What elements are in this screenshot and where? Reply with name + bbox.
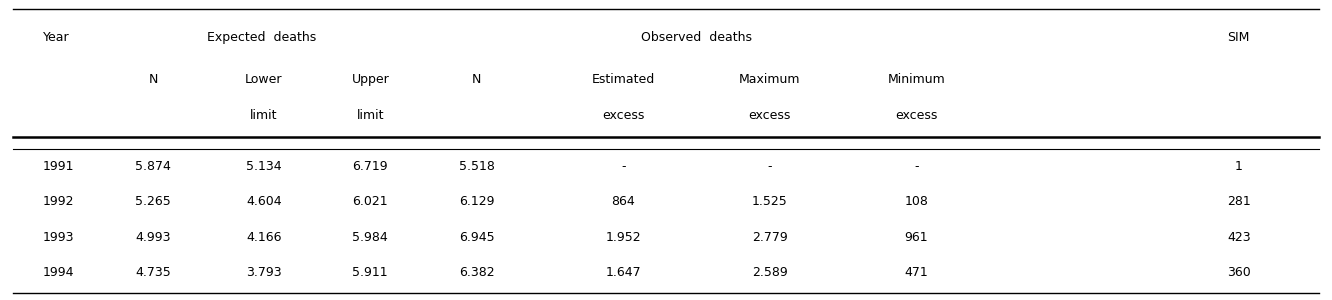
Text: -: - — [767, 160, 773, 173]
Text: 1.952: 1.952 — [606, 231, 641, 244]
Text: Minimum: Minimum — [887, 73, 946, 86]
Text: 3.793: 3.793 — [246, 266, 281, 279]
Text: 1.647: 1.647 — [606, 266, 641, 279]
Text: 1992: 1992 — [43, 195, 75, 208]
Text: 281: 281 — [1227, 195, 1251, 208]
Text: 2.779: 2.779 — [753, 231, 787, 244]
Text: -: - — [621, 160, 626, 173]
Text: 108: 108 — [904, 195, 928, 208]
Text: 5.518: 5.518 — [460, 160, 494, 173]
Text: 6.021: 6.021 — [353, 195, 388, 208]
Text: 423: 423 — [1227, 231, 1251, 244]
Text: 1993: 1993 — [43, 231, 75, 244]
Text: Expected  deaths: Expected deaths — [206, 31, 317, 44]
Text: N: N — [472, 73, 482, 86]
Text: 5.911: 5.911 — [353, 266, 388, 279]
Text: 5.265: 5.265 — [136, 195, 170, 208]
Text: 2.589: 2.589 — [753, 266, 787, 279]
Text: -: - — [914, 160, 919, 173]
Text: 5.874: 5.874 — [136, 160, 170, 173]
Text: 1.525: 1.525 — [753, 195, 787, 208]
Text: 1994: 1994 — [43, 266, 75, 279]
Text: 6.719: 6.719 — [353, 160, 388, 173]
Text: Maximum: Maximum — [739, 73, 801, 86]
Text: 1: 1 — [1235, 160, 1243, 173]
Text: 5.134: 5.134 — [246, 160, 281, 173]
Text: 360: 360 — [1227, 266, 1251, 279]
Text: excess: excess — [602, 109, 645, 122]
Text: excess: excess — [749, 109, 791, 122]
Text: Estimated: Estimated — [591, 73, 655, 86]
Text: 4.993: 4.993 — [136, 231, 170, 244]
Text: Lower: Lower — [245, 73, 282, 86]
Text: 471: 471 — [904, 266, 928, 279]
Text: 6.382: 6.382 — [460, 266, 494, 279]
Text: 6.129: 6.129 — [460, 195, 494, 208]
Text: 1991: 1991 — [43, 160, 75, 173]
Text: 864: 864 — [611, 195, 635, 208]
Text: 4.604: 4.604 — [246, 195, 281, 208]
Text: Year: Year — [43, 31, 69, 44]
Text: 5.984: 5.984 — [353, 231, 388, 244]
Text: 4.735: 4.735 — [136, 266, 170, 279]
Text: 961: 961 — [904, 231, 928, 244]
Text: N: N — [148, 73, 159, 86]
Text: 4.166: 4.166 — [246, 231, 281, 244]
Text: 6.945: 6.945 — [460, 231, 494, 244]
Text: Upper: Upper — [352, 73, 389, 86]
Text: SIM: SIM — [1228, 31, 1249, 44]
Text: Observed  deaths: Observed deaths — [641, 31, 753, 44]
Text: excess: excess — [895, 109, 938, 122]
Text: limit: limit — [250, 109, 277, 122]
Text: limit: limit — [357, 109, 384, 122]
